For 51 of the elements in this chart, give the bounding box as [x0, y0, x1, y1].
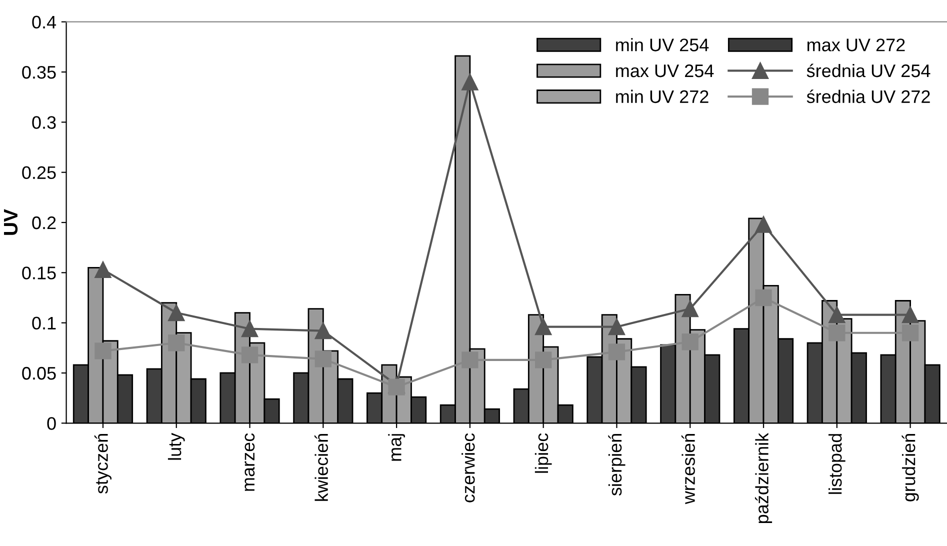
x-tick-label: sierpień — [608, 434, 626, 496]
x-tick-label: październik — [754, 432, 772, 524]
point — [314, 350, 332, 368]
point — [902, 306, 919, 324]
x-tick-label: listopad — [828, 434, 846, 494]
point — [388, 378, 405, 396]
y-tick-label: 0.35 — [22, 66, 56, 79]
point — [682, 300, 698, 318]
point — [462, 74, 478, 90]
x-tick-label: wrzesień — [682, 434, 695, 504]
point — [535, 352, 552, 368]
legend-label: średnia UV 272 — [806, 90, 930, 104]
point — [94, 261, 112, 278]
point — [902, 324, 919, 342]
y-tick-label: 0.25 — [22, 166, 56, 180]
point — [682, 334, 698, 350]
y-tick-label: 0.05 — [22, 366, 56, 380]
y-tick-label: 0.1 — [32, 316, 56, 330]
point — [608, 318, 626, 336]
legend-label: max UV 254 — [616, 64, 714, 78]
x-tick-label: lipiec — [534, 433, 552, 473]
point — [755, 216, 772, 233]
point — [828, 324, 846, 342]
point — [535, 318, 552, 336]
point — [608, 344, 626, 360]
x-tick-label: luty — [168, 432, 185, 460]
point — [314, 322, 332, 340]
y-tick-label: 0.4 — [32, 16, 56, 29]
x-tick-label: grudzień — [902, 434, 919, 502]
y-tick-label: 0.2 — [32, 216, 56, 230]
y-tick-label: 0.3 — [32, 116, 56, 129]
point — [241, 346, 258, 364]
point — [828, 306, 846, 324]
point — [168, 304, 185, 322]
point — [241, 320, 258, 338]
x-tick-label: czerwiec — [462, 433, 475, 502]
legend-label: średnia UV 254 — [806, 64, 930, 78]
legend-label: min UV 272 — [616, 90, 708, 104]
y-tick-label: 0.15 — [22, 266, 56, 280]
x-tick-label: kwiecień — [314, 434, 328, 501]
x-tick-label: styczeń — [94, 434, 112, 494]
point — [462, 352, 478, 368]
legend-label: max UV 272 — [808, 38, 905, 52]
point — [168, 334, 185, 352]
y-tick-label: 0 — [47, 417, 56, 430]
legend-label: min UV 254 — [616, 38, 709, 52]
point — [755, 289, 772, 306]
point — [94, 342, 112, 360]
x-tick-label: marzec — [244, 433, 255, 491]
y-axis-title: UV — [4, 209, 18, 235]
x-tick-label: maj — [388, 434, 405, 461]
